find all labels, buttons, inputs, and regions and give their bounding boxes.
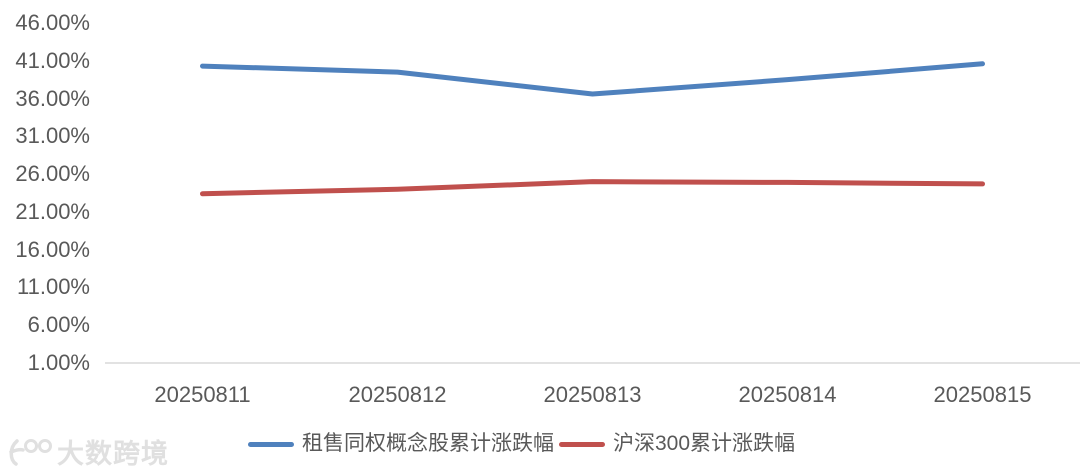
series-line-1: [200, 179, 985, 197]
x-axis-tick-label: 20250814: [738, 382, 837, 407]
x-axis-tick-label: 20250811: [154, 382, 251, 407]
y-axis-tick-label: 26.00%: [15, 161, 90, 187]
x-axis-tick-label: 20250815: [933, 382, 1032, 407]
series-line-0: [200, 61, 985, 97]
legend-item-1: 沪深300累计涨跌幅: [559, 431, 795, 457]
legend: 租售同权概念股累计涨跌幅 沪深300累计涨跌幅: [248, 431, 795, 457]
watermark: 大数跨境: [6, 432, 169, 470]
legend-swatch: [559, 441, 605, 447]
y-axis-tick-label: 41.00%: [15, 47, 90, 73]
y-axis-tick-label: 1.00%: [27, 350, 90, 375]
y-axis-tick-label: 31.00%: [15, 123, 90, 149]
watermark-logo-icon: [9, 438, 52, 466]
x-axis-tick-label: 20250813: [543, 382, 642, 407]
x-axis-tick-label: 20250812: [348, 382, 447, 407]
legend-swatch: [248, 441, 294, 447]
legend-label: 沪深300累计涨跌幅: [613, 432, 796, 455]
y-axis-tick-label: 36.00%: [15, 85, 90, 111]
legend-label: 租售同权概念股累计涨跌幅: [302, 432, 554, 455]
y-axis-tick-label: 46.00%: [15, 10, 90, 35]
y-axis-tick-label: 6.00%: [27, 312, 90, 338]
y-axis-tick-label: 16.00%: [15, 236, 90, 262]
legend-item-0: 租售同权概念股累计涨跌幅: [248, 431, 554, 457]
watermark-text: 大数跨境: [57, 439, 169, 469]
y-axis-tick-label: 11.00%: [17, 274, 90, 300]
y-axis-tick-label: 21.00%: [15, 198, 90, 224]
